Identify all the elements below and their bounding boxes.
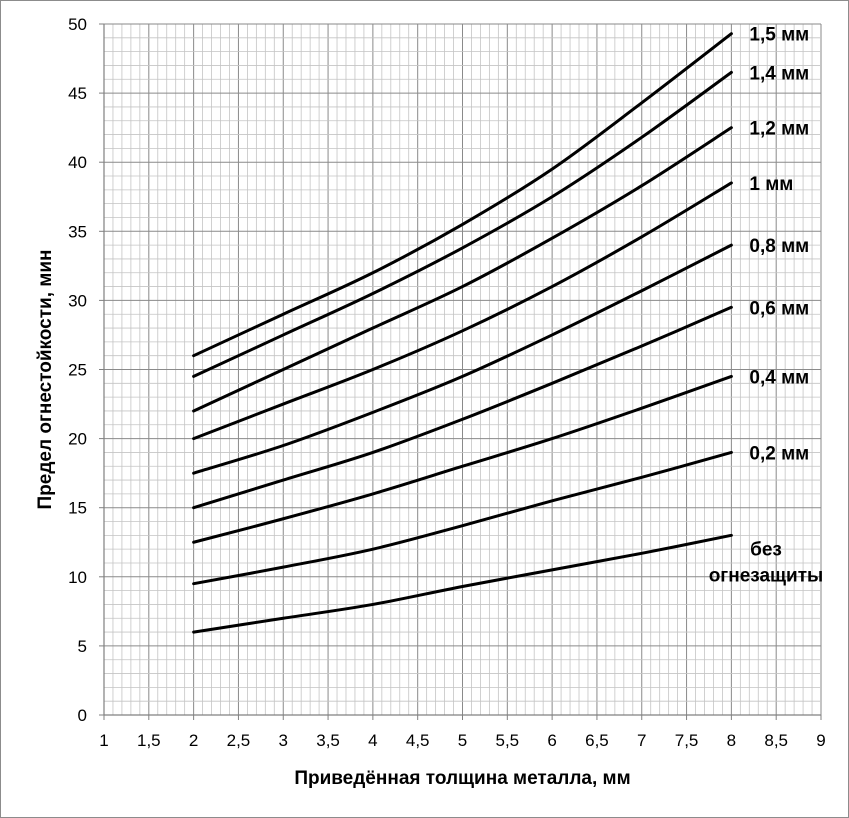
x-tick-labels: 1 1,5 2 2,5 3 3,5 4 4,5 5 5,5 6 6,5 7 7,5 8 8,5 9 bbox=[99, 731, 825, 750]
series-label: без огнезащиты bbox=[709, 539, 824, 586]
series-line bbox=[192, 533, 733, 634]
series-label: 0,8 мм bbox=[749, 236, 809, 257]
x-tick-label: 1 bbox=[99, 731, 108, 750]
series-label: 1,4 мм bbox=[749, 63, 809, 84]
y-tick-label: 15 bbox=[68, 499, 87, 518]
series-lines bbox=[192, 32, 733, 634]
x-tick-label: 8 bbox=[727, 731, 736, 750]
series-line bbox=[192, 32, 733, 358]
x-tick-label: 1,5 bbox=[137, 731, 161, 750]
series-label: 1,2 мм bbox=[749, 119, 809, 140]
series-label: 1 мм bbox=[749, 174, 793, 195]
x-tick-label: 2 bbox=[189, 731, 198, 750]
series-labels: 1,5 мм 1,4 мм 1,2 мм 1 мм 0,8 мм 0,6 мм 0,4 мм… bbox=[709, 25, 824, 587]
y-tick-label: 45 bbox=[68, 84, 87, 103]
y-axis-title: Предел огнестойкости, мин bbox=[35, 250, 56, 510]
y-tick-label: 5 bbox=[78, 637, 87, 656]
series-label: 1,5 мм bbox=[749, 25, 809, 46]
series-line bbox=[192, 181, 733, 441]
x-tick-label: 3 bbox=[279, 731, 288, 750]
x-tick-label: 8,5 bbox=[764, 731, 788, 750]
y-tick-label: 50 bbox=[68, 15, 87, 34]
y-tick-label: 25 bbox=[68, 361, 87, 380]
x-tick-label: 7 bbox=[637, 731, 646, 750]
x-tick-label: 4 bbox=[368, 731, 377, 750]
x-tick-label: 7,5 bbox=[675, 731, 699, 750]
x-tick-label: 9 bbox=[816, 731, 825, 750]
y-tick-labels: 0 5 10 15 20 25 30 35 40 45 50 bbox=[68, 15, 87, 725]
series-label: 0,4 мм bbox=[749, 367, 809, 388]
y-tick-label: 20 bbox=[68, 430, 87, 449]
y-tick-label: 35 bbox=[68, 222, 87, 241]
y-tick-label: 0 bbox=[78, 706, 87, 725]
series-line bbox=[192, 126, 733, 413]
series-line bbox=[192, 374, 733, 544]
series-line bbox=[192, 305, 733, 510]
x-tick-label: 5,5 bbox=[495, 731, 519, 750]
series-label: 0,2 мм bbox=[749, 443, 809, 464]
x-tick-label: 4,5 bbox=[406, 731, 430, 750]
x-tick-label: 6 bbox=[547, 731, 556, 750]
x-axis-title: Приведённая толщина металла, мм bbox=[294, 768, 630, 789]
axes bbox=[99, 23, 822, 720]
x-tick-label: 3,5 bbox=[316, 731, 340, 750]
x-tick-label: 6,5 bbox=[585, 731, 609, 750]
series-line bbox=[192, 70, 733, 378]
y-tick-label: 40 bbox=[68, 153, 87, 172]
x-tick-label: 5 bbox=[458, 731, 467, 750]
series-label: 0,6 мм bbox=[749, 298, 809, 319]
x-tick-label: 2,5 bbox=[227, 731, 251, 750]
series-line bbox=[192, 450, 733, 586]
y-tick-label: 30 bbox=[68, 291, 87, 310]
y-tick-label: 10 bbox=[68, 568, 87, 587]
series-line bbox=[192, 243, 733, 475]
